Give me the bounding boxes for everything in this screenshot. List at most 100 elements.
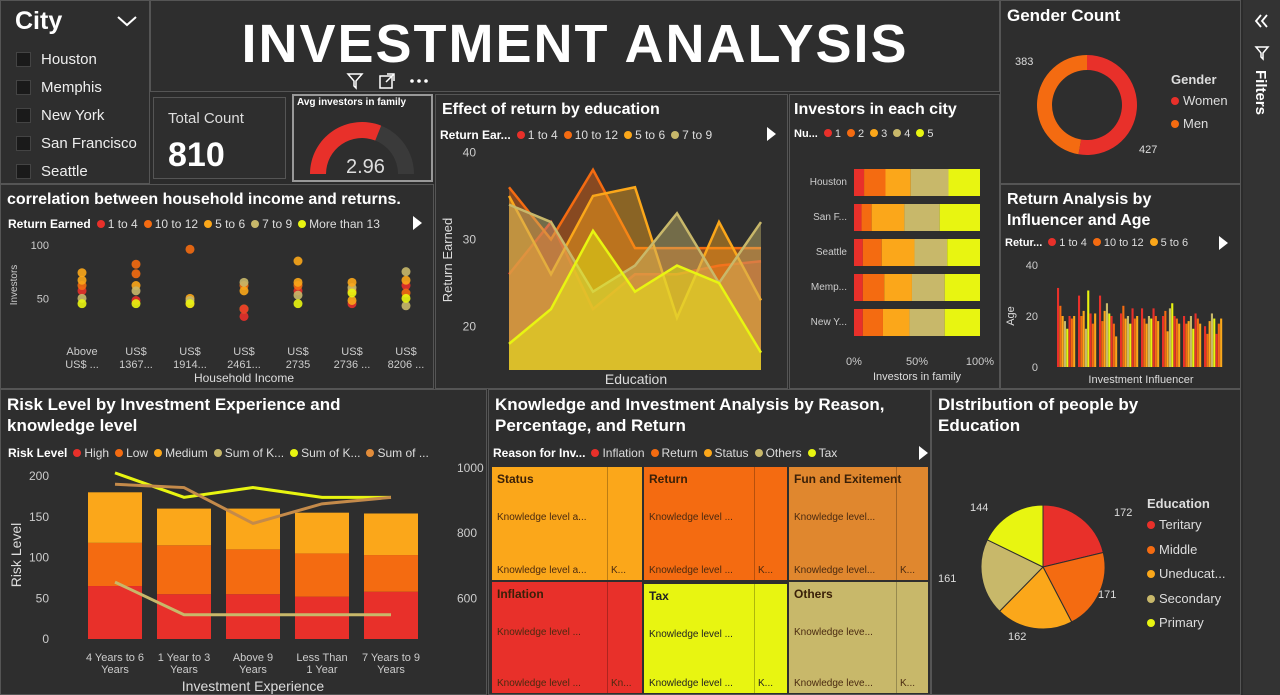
legend-item[interactable]: 1 to 4	[107, 217, 138, 231]
legend-item[interactable]: 10 to 12	[1103, 237, 1144, 249]
legend-item[interactable]: Sum of K...	[301, 446, 361, 460]
treemap-tile[interactable]: Fun and Exitement Knowledge level... Knowl…	[789, 467, 928, 580]
legend-item[interactable]: Women	[1171, 93, 1228, 116]
stacked-bar-segment	[881, 239, 915, 266]
city-option[interactable]: Memphis	[16, 73, 137, 101]
play-axis-icon[interactable]	[413, 216, 422, 230]
pie-slice	[998, 566, 1073, 630]
legend-item[interactable]: More than 13	[309, 217, 380, 231]
tile-label: Knowledge level ...	[497, 627, 581, 638]
bar	[1089, 313, 1092, 367]
scatter-point	[401, 267, 411, 277]
gender-count-panel: Gender Count 427 383 Gender Women Men	[1000, 0, 1241, 184]
chevron-down-icon[interactable]	[116, 14, 138, 28]
scatter-point	[239, 286, 249, 296]
play-axis-icon[interactable]	[767, 127, 776, 141]
gender-donut-chart: 427 383	[1015, 55, 1157, 156]
legend-item[interactable]: Secondary	[1147, 591, 1226, 616]
tile-title: Others	[794, 587, 833, 601]
legend-item[interactable]: 3	[881, 128, 888, 140]
treemap-tile[interactable]: Status Knowledge level a... Knowledge leve…	[492, 467, 642, 580]
focus-mode-icon[interactable]	[378, 72, 396, 90]
legend-item[interactable]: 5	[927, 128, 934, 140]
knowledge-treemap: Status Knowledge level a... Knowledge leve…	[492, 467, 928, 693]
legend-item[interactable]: 5 to 6	[635, 128, 666, 142]
legend-item[interactable]: 1	[834, 128, 841, 140]
legend-item[interactable]: 10 to 12	[154, 217, 199, 231]
legend-item[interactable]: 4	[904, 128, 911, 140]
legend-item[interactable]: High	[84, 446, 110, 460]
bar	[1213, 318, 1216, 367]
city-option[interactable]: New York	[16, 101, 137, 129]
legend-label: Primary	[1159, 615, 1204, 630]
stacked-bar-segment	[295, 596, 349, 639]
treemap-tile[interactable]: Tax Knowledge level ... Knowledge level ..…	[644, 584, 787, 693]
x-axis-label: Investment Experience	[182, 678, 325, 694]
bar	[1199, 323, 1202, 367]
legend-item[interactable]: Uneducat...	[1147, 566, 1226, 591]
x-tick-label: Years	[377, 664, 405, 676]
scatter-point	[293, 256, 303, 266]
stacked-bar-segment	[871, 204, 905, 231]
city-option[interactable]: Houston	[16, 45, 137, 73]
legend-item[interactable]: Inflation	[602, 446, 645, 460]
filter-icon[interactable]	[346, 72, 364, 90]
collapse-icon[interactable]	[1254, 13, 1270, 29]
area-fill	[509, 204, 761, 370]
city-investors-panel: Investors in each city Nu... 1 2 3 4 5 Housto…	[789, 94, 1000, 389]
knowledge-legend: Reason for Inv... Inflation Return Status Ot…	[493, 446, 837, 460]
filters-label: Filters	[1252, 70, 1269, 116]
legend-item[interactable]: 5 to 6	[215, 217, 246, 231]
bar	[1103, 310, 1106, 367]
legend-item[interactable]: Sum of ...	[377, 446, 429, 460]
legend-item[interactable]: Status	[714, 446, 749, 460]
play-axis-icon[interactable]	[919, 446, 928, 460]
legend-item[interactable]: Middle	[1147, 542, 1226, 567]
scatter-point	[239, 311, 249, 321]
play-axis-icon[interactable]	[1219, 236, 1228, 250]
legend-item[interactable]: Primary	[1147, 615, 1226, 640]
bar	[1122, 305, 1125, 367]
treemap-tile[interactable]: Inflation Knowledge level ... Knowledge le…	[492, 582, 642, 693]
city-option[interactable]: San Francisco	[16, 129, 137, 157]
legend-item[interactable]: 5 to 6	[1160, 237, 1189, 249]
y-tick-label: 100	[31, 240, 49, 252]
checkbox[interactable]	[16, 51, 31, 67]
legend-item[interactable]: Men	[1171, 116, 1228, 139]
knowledge-panel: Knowledge and Investment Analysis by Rea…	[488, 389, 931, 695]
checkbox[interactable]	[16, 135, 31, 151]
legend-item[interactable]: 2	[857, 128, 865, 140]
checkbox[interactable]	[16, 79, 31, 95]
education-effect-panel: Effect of return by education Return Ear…	[435, 94, 788, 389]
legend-item[interactable]: 1 to 4	[527, 128, 558, 142]
legend-item[interactable]: Low	[126, 446, 149, 460]
city-option-label: Memphis	[41, 78, 102, 96]
legend-item[interactable]: Medium	[165, 446, 208, 460]
legend-item[interactable]: 10 to 12	[574, 128, 619, 142]
legend-dot	[846, 129, 855, 137]
legend-item[interactable]: Tax	[818, 446, 838, 460]
legend-item[interactable]: Teritary	[1147, 517, 1226, 542]
legend-item[interactable]: 7 to 9	[262, 217, 293, 231]
bar	[1143, 318, 1146, 367]
legend-item[interactable]: 1 to 4	[1059, 237, 1087, 249]
tile-label: Knowledge level ...	[649, 565, 733, 576]
stacked-bar-segment	[910, 169, 949, 196]
legend-item[interactable]: Others	[765, 446, 802, 460]
scatter-point	[77, 268, 87, 278]
legend-item[interactable]: 7 to 9	[682, 128, 713, 142]
legend-item[interactable]: Return	[661, 446, 698, 460]
legend-item[interactable]: Sum of K...	[224, 446, 285, 460]
legend-dot	[1147, 594, 1155, 603]
bar	[1059, 305, 1062, 367]
treemap-tile[interactable]: Return Knowledge level ... Knowledge level…	[644, 467, 787, 580]
stacked-bar-segment	[226, 594, 280, 639]
checkbox[interactable]	[16, 163, 31, 179]
filters-pane[interactable]: Filters	[1243, 0, 1280, 695]
checkbox[interactable]	[16, 107, 31, 123]
legend-dot	[1147, 545, 1155, 554]
treemap-tile[interactable]: Others Knowledge leve... Knowledge leve...…	[789, 582, 928, 693]
city-option[interactable]: Seattle	[16, 157, 137, 183]
influencer-legend-title: Retur...	[1005, 237, 1043, 249]
more-options-icon[interactable]	[409, 77, 429, 85]
